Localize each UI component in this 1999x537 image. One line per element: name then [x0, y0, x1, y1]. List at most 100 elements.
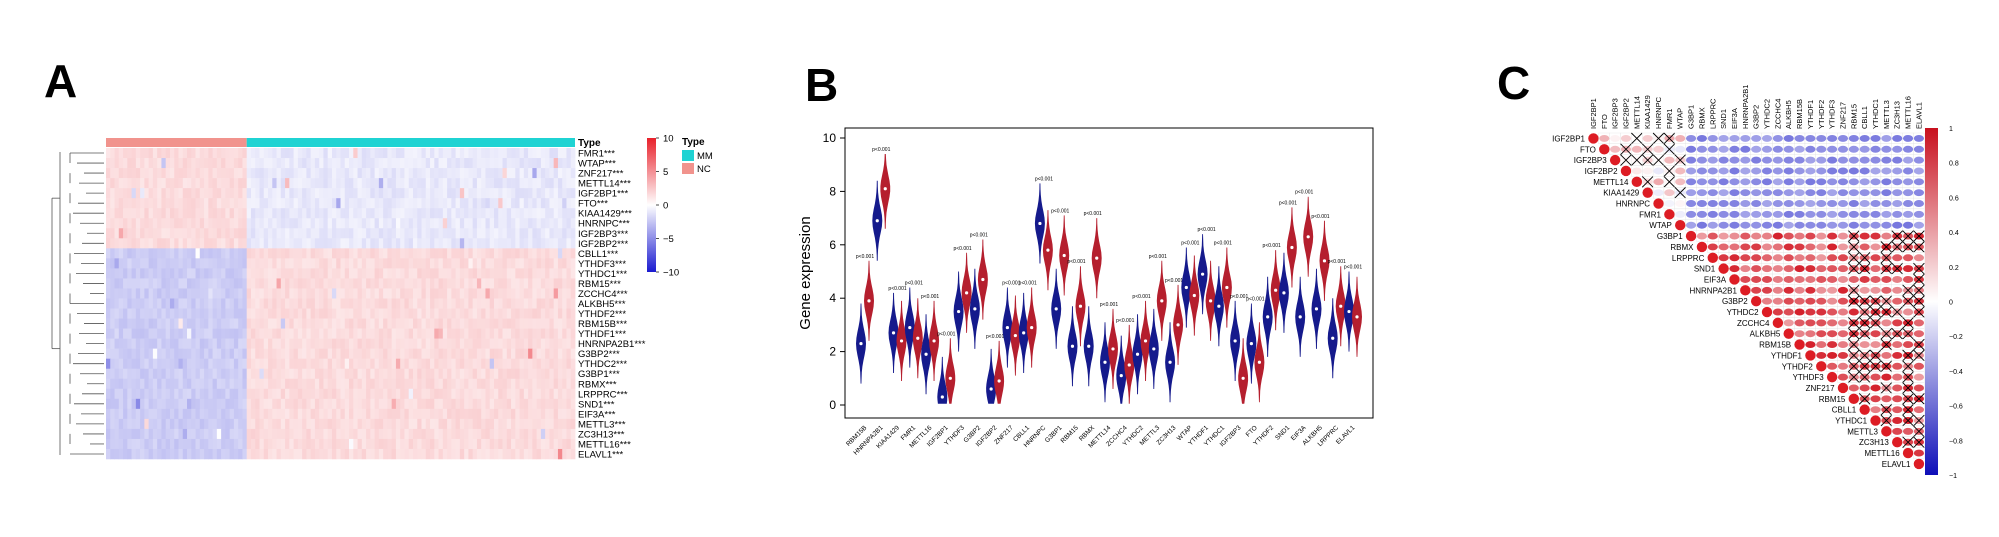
heatmap-cell [276, 188, 282, 199]
heatmap-cell [506, 208, 512, 219]
heatmap-cell [357, 428, 363, 440]
top-gene-label: METTL16 [1904, 96, 1913, 129]
heatmap-cell [195, 418, 201, 430]
correlation-ellipse [1751, 134, 1762, 142]
heatmap-cell [340, 158, 346, 169]
heatmap-cell [485, 188, 491, 199]
heatmap-cell [127, 408, 132, 420]
heatmap-cell [464, 398, 469, 410]
heatmap-cell [127, 338, 132, 349]
heatmap-cell [370, 228, 376, 239]
heatmap-cell [485, 408, 491, 420]
heatmap-cell [131, 278, 137, 289]
heatmap-cell [323, 338, 329, 349]
heatmap-cell [195, 438, 201, 450]
heatmap-cell [528, 338, 533, 349]
heatmap-cell [259, 438, 265, 450]
heatmap-cell [468, 448, 474, 460]
heatmap-cell [562, 148, 567, 159]
heatmap-cell [246, 158, 252, 169]
heatmap-cell [276, 368, 282, 380]
heatmap-cell [378, 338, 384, 349]
heatmap-cell [430, 258, 435, 269]
heatmap-cell [289, 198, 294, 209]
heatmap-cell [447, 158, 452, 169]
heatmap-cell [263, 438, 269, 450]
heatmap-cell [302, 438, 307, 450]
heatmap-cell [272, 418, 277, 430]
correlation-ellipse [1859, 286, 1870, 294]
heatmap-cell [408, 378, 414, 390]
heatmap-cell [421, 338, 427, 349]
heatmap-cell [511, 268, 516, 279]
heatmap-cell [566, 388, 572, 400]
heatmap-cell [511, 238, 516, 249]
heatmap-cell [221, 438, 226, 450]
heatmap-cell [242, 438, 248, 450]
heatmap-cell [174, 398, 179, 410]
heatmap-cell [106, 358, 111, 370]
heatmap-cell [110, 288, 115, 299]
heatmap-cell [519, 298, 525, 309]
correlation-ellipse [1816, 341, 1827, 349]
heatmap-cell [233, 448, 239, 460]
heatmap-cell [263, 188, 269, 199]
heatmap-cell [523, 198, 529, 209]
heatmap-cell [178, 378, 184, 390]
heatmap-cell [118, 288, 124, 299]
heatmap-cell [178, 368, 184, 380]
heatmap-cell [344, 328, 350, 339]
heatmap-cell [208, 428, 213, 440]
heatmap-cell [161, 278, 167, 289]
heatmap-cell [302, 288, 307, 299]
heatmap-cell [472, 258, 478, 269]
heatmap-cell [187, 258, 192, 269]
heatmap-cell [502, 308, 508, 319]
heatmap-cell [570, 268, 576, 279]
heatmap-cell [476, 218, 482, 229]
insignificant-cross [1631, 154, 1643, 166]
heatmap-cell [293, 438, 299, 450]
row-gene-label: HNRNPC [1616, 200, 1650, 209]
heatmap-cell [110, 308, 115, 319]
heatmap-cell [421, 278, 427, 289]
heatmap-cell [187, 188, 192, 199]
heatmap-cell [570, 238, 576, 249]
heatmap-cell [378, 398, 384, 410]
heatmap-cell [331, 288, 337, 299]
correlation-dot [1859, 404, 1870, 415]
heatmap-cell [289, 338, 294, 349]
heatmap-cell [553, 308, 559, 319]
heatmap-cell [280, 408, 286, 420]
heatmap-cell [221, 218, 226, 229]
heatmap-cell [395, 358, 401, 370]
heatmap-cell [442, 448, 448, 460]
heatmap-cell [451, 278, 457, 289]
insignificant-cross [1663, 165, 1676, 177]
heatmap-cell [131, 438, 137, 450]
heatmap-cell [357, 438, 363, 450]
heatmap-cell [208, 268, 213, 279]
p-value-label: p<0.001 [1311, 214, 1329, 220]
heatmap-cell [336, 378, 341, 390]
heatmap-cell [378, 448, 384, 460]
gene-row-label: HNRNPC*** [578, 219, 630, 230]
heatmap-cell [553, 268, 559, 279]
heatmap-cell [366, 388, 371, 400]
heatmap-cell [378, 308, 384, 319]
heatmap-cell [374, 338, 380, 349]
heatmap-cell [557, 178, 563, 189]
heatmap-cell [144, 268, 150, 279]
row-gene-label: HNRNPA2B1 [1689, 286, 1737, 295]
heatmap-cell [476, 378, 482, 390]
heatmap-cell [383, 368, 388, 380]
heatmap-cell [344, 158, 350, 169]
correlation-ellipse [1718, 254, 1729, 262]
heatmap-cell [336, 448, 341, 460]
heatmap-cell [280, 428, 286, 440]
heatmap-cell [106, 408, 111, 420]
heatmap-cell [353, 438, 358, 450]
heatmap-cell [391, 308, 397, 319]
row-gene-label: METTL3 [1847, 427, 1878, 436]
heatmap-cell [289, 248, 294, 259]
